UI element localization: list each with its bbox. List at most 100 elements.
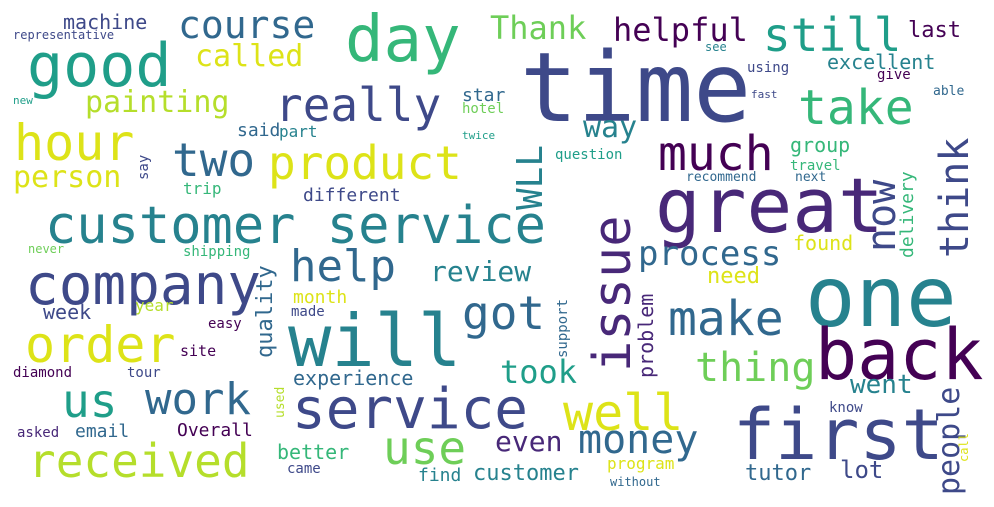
word-service: service (292, 377, 529, 442)
word-process: process (638, 234, 782, 274)
word-help: help (290, 241, 396, 292)
word-wll: WLL (510, 144, 551, 210)
word-back: back (815, 314, 984, 396)
word-customer-service: customer service (45, 196, 546, 256)
word-product: product (268, 136, 462, 190)
word-much: much (658, 126, 774, 182)
word-question: question (555, 147, 623, 163)
word-machine: machine (63, 10, 148, 34)
word-helpful: helpful (613, 11, 748, 49)
word-quality: quality (253, 265, 278, 358)
word-know: know (829, 400, 863, 416)
word-way: way (583, 110, 638, 145)
word-company: company (25, 253, 262, 318)
word-using: using (747, 60, 790, 76)
word-two: two (172, 133, 256, 187)
word-really: really (275, 78, 442, 132)
word-good: good (27, 31, 172, 101)
word-went: went (850, 370, 913, 400)
word-see: see (705, 40, 727, 54)
word-made: made (291, 304, 325, 320)
word-site: site (180, 342, 217, 360)
word-asked: asked (17, 425, 60, 441)
word-excellent: excellent (827, 50, 936, 74)
word-even: even (495, 425, 563, 458)
word-next: next (795, 170, 827, 185)
word-hour: hour (14, 114, 135, 172)
word-call: call (957, 433, 971, 462)
word-make: make (668, 291, 784, 347)
word-great: great (655, 161, 884, 250)
word-diamond: diamond (13, 365, 73, 381)
word-find: find (418, 465, 462, 486)
word-last: last (908, 18, 961, 43)
word-still: still (763, 8, 902, 62)
word-customer: customer (473, 461, 579, 486)
word-came: came (287, 461, 321, 477)
word-first: first (733, 394, 944, 476)
word-thank: Thank (490, 9, 587, 47)
word-hotel: hotel (462, 101, 505, 117)
word-part: part (279, 122, 318, 141)
word-star: star (462, 85, 506, 106)
word-called: called (195, 39, 304, 74)
word-money: money (578, 417, 699, 463)
word-review: review (430, 255, 532, 288)
word-take: take (798, 80, 914, 136)
word-recommend: recommend (686, 170, 757, 185)
word-better: better (277, 440, 350, 464)
word-think: think (932, 137, 978, 258)
word-took: took (500, 353, 578, 391)
word-experience: experience (293, 366, 414, 390)
word-month: month (293, 287, 348, 308)
word-able: able (933, 84, 965, 99)
word-support: support (555, 298, 571, 358)
word-order: order (25, 316, 176, 374)
word-received: received (28, 434, 250, 488)
word-trip: trip (183, 179, 222, 198)
word-need: need (707, 264, 760, 289)
word-used: used (273, 386, 288, 418)
word-group: group (790, 133, 851, 157)
word-fast: fast (751, 88, 778, 101)
word-will: will (288, 299, 462, 383)
word-one: one (805, 248, 957, 346)
word-course: course (178, 3, 316, 47)
word-shipping: shipping (183, 244, 251, 260)
word-easy: easy (208, 316, 242, 332)
word-work: work (145, 374, 251, 425)
word-say: say (136, 154, 152, 180)
word-representative: representative (13, 28, 115, 42)
word-program: program (607, 454, 675, 473)
word-give: give (877, 67, 911, 83)
word-found: found (793, 231, 854, 255)
word-painting: painting (85, 85, 230, 120)
word-year: year (135, 296, 174, 315)
word-issue: issue (583, 215, 643, 372)
word-got: got (462, 286, 546, 340)
word-never: never (28, 242, 65, 256)
word-day: day (345, 3, 461, 77)
word-twice: twice (462, 129, 496, 142)
word-overall: Overall (177, 420, 253, 441)
word-week: week (43, 300, 92, 324)
word-time: time (520, 32, 752, 144)
word-different: different (303, 185, 401, 206)
word-new: new (13, 94, 33, 107)
word-tutor: tutor (745, 461, 812, 486)
word-now: now (859, 179, 905, 252)
word-use: use (383, 421, 467, 475)
word-travel: travel (790, 158, 841, 174)
word-person: person (13, 160, 122, 195)
word-tour: tour (127, 365, 161, 381)
word-without: without (610, 475, 661, 489)
word-email: email (75, 421, 130, 442)
word-well: well (563, 384, 684, 442)
word-thing: thing (695, 345, 816, 391)
word-delivery: delivery (897, 171, 918, 258)
word-problem: problem (634, 293, 658, 378)
word-said: said (237, 120, 281, 141)
word-us: us (62, 374, 118, 428)
word-lot: lot (840, 456, 884, 484)
